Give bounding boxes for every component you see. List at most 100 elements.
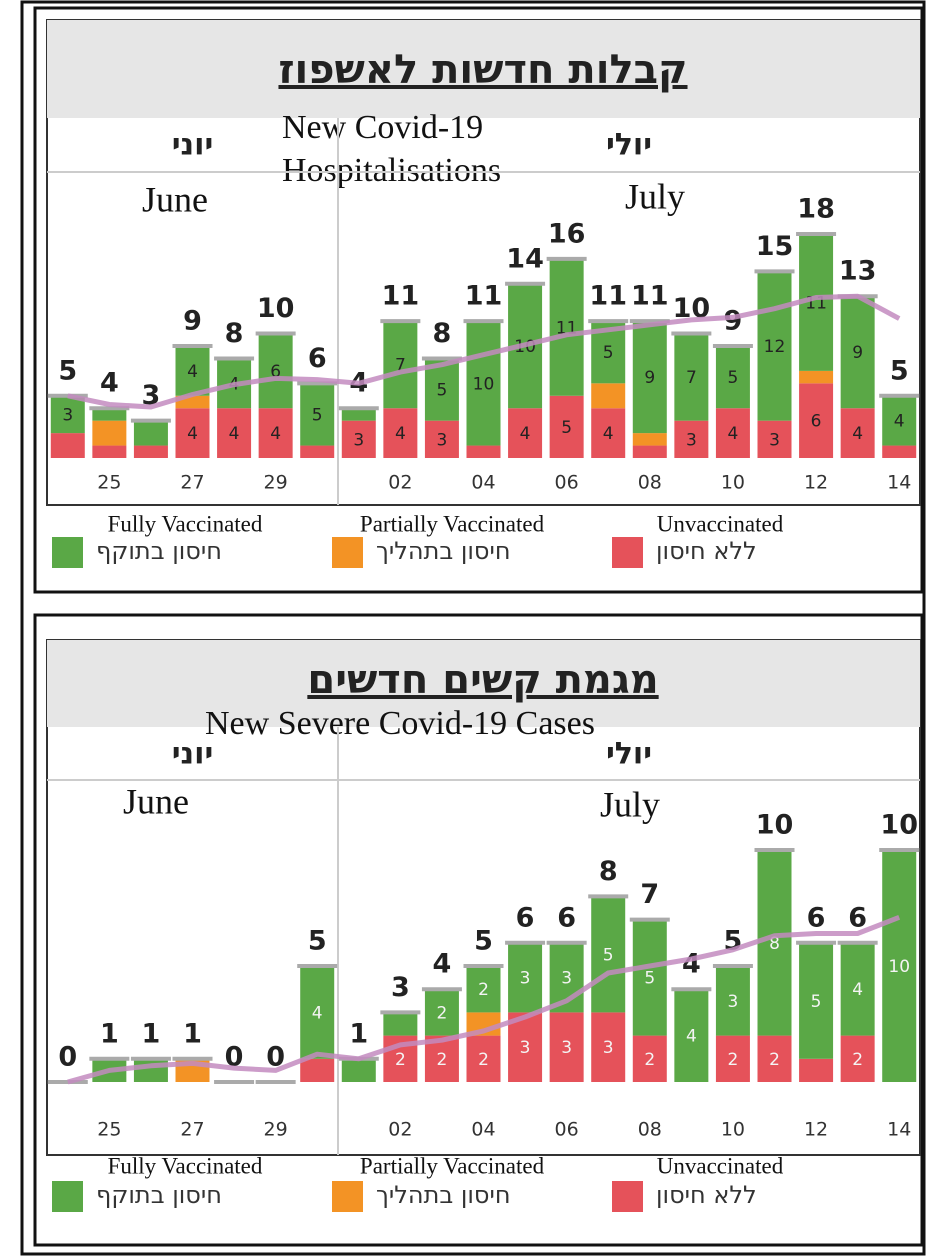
total-label: 4 [100,368,119,399]
total-label: 3 [391,972,410,1003]
segment-label: 4 [520,424,531,444]
bar-segment [757,1035,792,1082]
segment-label: 10 [888,957,910,977]
bar-segment [92,445,127,458]
bar-segment [341,420,376,458]
x-tick-label: 29 [264,1119,288,1141]
month-translation: June [142,179,208,219]
x-tick-label: 14 [887,1119,911,1141]
trend-line [67,914,901,1085]
total-label: 1 [100,1018,119,1049]
bar-segment [674,989,709,1082]
x-tick-label: 02 [388,1119,412,1141]
segment-label: 4 [894,412,905,432]
segment-label: 5 [728,368,739,388]
chart-title: קבלות חדשות לאשפוז [278,47,687,93]
bar-segment [508,1012,543,1082]
total-label: 5 [890,355,909,386]
segment-label: 2 [644,1050,655,1070]
segment-label: 3 [769,430,780,450]
segment-label: 4 [270,424,281,444]
bar-segment [591,408,626,458]
bar-segment [757,271,792,421]
bar-segment [674,420,709,458]
total-label: 0 [266,1042,285,1073]
trend-line [67,293,901,410]
segment-label: 6 [270,362,281,382]
total-label: 4 [682,949,701,980]
total-label: 0 [58,1042,77,1073]
segment-label: 5 [644,969,655,989]
segment-label: 3 [603,1038,614,1058]
total-label: 8 [225,318,244,349]
total-label: 6 [557,902,576,933]
segment-label: 2 [478,1050,489,1070]
total-label: 5 [58,355,77,386]
x-tick-label: 25 [97,1119,121,1141]
total-label: 1 [349,1018,368,1049]
segment-label: 4 [603,424,614,444]
segment-label: 3 [62,405,73,425]
legend-swatch [332,1181,363,1212]
bar-segment [383,321,418,409]
bar-segment [466,445,501,458]
total-label: 10 [756,810,794,841]
bar-segment [715,966,750,1036]
x-tick-label: 10 [721,472,745,494]
total-label: 10 [257,293,295,324]
bar-segment [715,1035,750,1082]
bar-segment [757,420,792,458]
legend-swatch [52,537,83,568]
month-label: יוני [172,128,214,163]
x-tick-label: 08 [638,472,662,494]
x-tick-label: 29 [264,472,288,494]
bar-segment [632,433,667,446]
legend-swatch [612,537,643,568]
bar-segment [591,383,626,409]
legend-swatch [332,537,363,568]
segment-label: 4 [187,424,198,444]
total-label: 14 [506,243,544,274]
legend-label: חיסון בתהליך [376,537,511,565]
segment-label: 9 [644,368,655,388]
subtitle-box: New Severe Covid-19 Cases [205,705,595,742]
segment-label: 3 [561,1038,572,1058]
total-label: 18 [797,194,835,225]
total-label: 16 [548,218,586,249]
legend-label: ללא חיסון [656,1181,757,1209]
bar-segment [508,942,543,1013]
segment-label: 3 [728,992,739,1012]
segment-label: 5 [603,945,614,965]
total-label: 11 [382,281,420,312]
bar-segment [300,383,335,446]
bar-segment [840,942,875,1036]
legend-translation: Unvaccinated [657,511,784,536]
segment-label: 3 [520,969,531,989]
bar-segment [840,296,875,409]
segment-label: 7 [686,368,697,388]
segment-label: 3 [561,969,572,989]
segment-label: 2 [437,1050,448,1070]
bar-segment [300,445,335,458]
total-label: 6 [308,343,327,374]
bar-segment [799,1058,834,1082]
segment-label: 2 [852,1050,863,1070]
bar-segment [882,445,917,458]
bar-segment [882,850,917,1082]
bar-segment [799,383,834,458]
bar-segment [549,258,584,396]
bar-segment [799,370,834,384]
legend-label: חיסון בתוקף [96,537,222,565]
total-label: 1 [142,1018,161,1049]
segment-label: 2 [728,1050,739,1070]
total-label: 4 [433,949,452,980]
total-label: 1 [183,1018,202,1049]
month-label: יולי [606,737,652,772]
total-label: 5 [308,926,327,957]
total-label: 9 [724,306,743,337]
bar-segment [466,1035,501,1082]
bar-segment [133,420,168,446]
total-label: 10 [880,810,918,841]
bar-segment [217,408,252,458]
